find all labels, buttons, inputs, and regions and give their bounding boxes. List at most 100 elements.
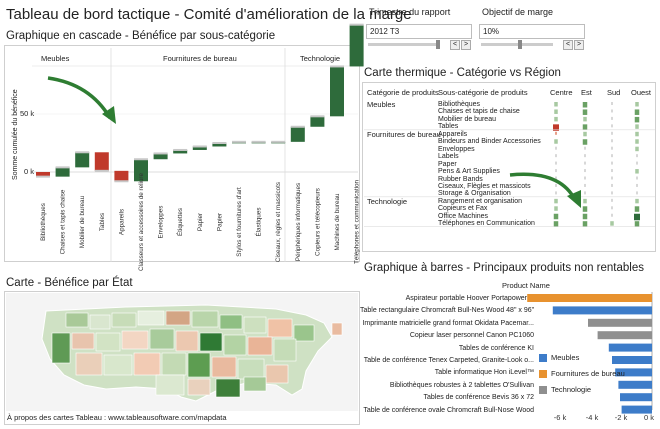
waterfall-ytick-0k: 0 k bbox=[24, 167, 35, 176]
heatmap-cell bbox=[611, 124, 613, 128]
quarter-slider-handle[interactable] bbox=[436, 40, 440, 49]
heatmap-cell bbox=[554, 102, 558, 107]
heatmap-cell bbox=[611, 169, 613, 173]
heatmap-cell bbox=[583, 198, 587, 204]
heatmap-cell bbox=[554, 109, 558, 114]
quarter-slider-track[interactable] bbox=[368, 43, 440, 46]
heatmap-col-ouest: Ouest bbox=[631, 88, 652, 97]
map-state bbox=[293, 324, 315, 342]
heatmap-cell bbox=[636, 191, 638, 195]
heatmap-cell bbox=[636, 154, 638, 158]
margin-next-button[interactable]: > bbox=[574, 40, 584, 50]
heatmap-cell bbox=[583, 131, 587, 137]
heatmap-col-centre: Centre bbox=[550, 88, 573, 97]
quarter-prev-button[interactable]: < bbox=[450, 40, 460, 50]
waterfall-category-label: Appareils bbox=[118, 209, 125, 235]
heatmap-cell bbox=[582, 139, 588, 145]
waterfall-bar bbox=[153, 153, 168, 160]
map-state bbox=[149, 328, 175, 350]
heatmap-cell bbox=[611, 102, 613, 105]
waterfall-bar bbox=[134, 159, 148, 182]
barchart-row-label: Table informatique Hon iLevel™ bbox=[434, 369, 534, 377]
margin-prev-button[interactable]: < bbox=[563, 40, 573, 50]
waterfall-category-label: Étiquettes bbox=[175, 208, 184, 236]
heatmap-cell bbox=[634, 221, 640, 227]
barchart-bar bbox=[552, 306, 652, 315]
us-profit-map[interactable] bbox=[6, 293, 358, 411]
legend-label: Technologie bbox=[551, 385, 592, 394]
margin-slider-handle[interactable] bbox=[518, 40, 522, 49]
quarter-next-button[interactable]: > bbox=[461, 40, 471, 50]
barchart-row-label: Copieur laser personnel Canon PC1060 bbox=[409, 332, 534, 340]
map-footnote[interactable]: À propos des cartes Tableau : www.tablea… bbox=[7, 413, 227, 422]
heatmap-cell bbox=[635, 124, 639, 129]
waterfall-bar bbox=[55, 167, 70, 177]
heatmap-cell bbox=[555, 191, 557, 195]
heatmap-cell bbox=[582, 213, 588, 220]
map-state bbox=[121, 330, 149, 350]
margin-filter-value[interactable]: 10% bbox=[479, 24, 585, 39]
waterfall-category-label: Bibliothèques bbox=[40, 203, 47, 241]
heatmap-cell bbox=[634, 109, 640, 115]
heatmap-cell bbox=[611, 198, 613, 202]
heatmap-cell bbox=[554, 116, 558, 122]
map-state bbox=[191, 310, 219, 328]
heatmap-cell bbox=[582, 206, 588, 212]
map-state bbox=[51, 332, 71, 364]
map-state bbox=[219, 314, 243, 330]
heatmap-subcategory-label: Rangement et organisation bbox=[438, 197, 523, 205]
heatmap-cell bbox=[555, 146, 557, 150]
barchart-row-label: Imprimante matricielle grand format Okid… bbox=[362, 319, 534, 327]
waterfall-cumulative-marker bbox=[36, 175, 50, 178]
map-state bbox=[243, 376, 267, 392]
heatmap-cell bbox=[555, 176, 557, 180]
quarter-filter-value[interactable]: 2012 T3 bbox=[366, 24, 472, 39]
map-state bbox=[137, 310, 165, 326]
waterfall-group-meubles: Meubles bbox=[41, 54, 70, 63]
waterfall-cumulative-marker bbox=[192, 145, 207, 148]
heatmap-cell bbox=[582, 221, 588, 227]
heatmap-cell bbox=[635, 139, 639, 144]
margin-slider-track[interactable] bbox=[481, 43, 553, 46]
heatmap-subcategory-label: Rubber Bands bbox=[438, 175, 483, 183]
heatmap-cell bbox=[611, 191, 613, 195]
heatmap-subcategory-label: Tables bbox=[438, 123, 459, 131]
heatmap-category-label: Fournitures de bureau bbox=[367, 129, 441, 139]
barchart-row-label: Bibliothèques robustes à 2 tablettes O'S… bbox=[389, 381, 534, 389]
waterfall-category-label: Copieurs et télécopieurs bbox=[314, 188, 321, 256]
waterfall-category-label: Classeurs et accessoires de reliure bbox=[138, 173, 145, 271]
map-state bbox=[165, 310, 191, 326]
barchart-bar bbox=[620, 393, 652, 402]
waterfall-cumulative-marker bbox=[114, 180, 129, 183]
heatmap-panel bbox=[362, 82, 656, 252]
heatmap-subcategory-label: Enveloppes bbox=[438, 145, 475, 153]
heatmap-cell bbox=[635, 169, 639, 174]
barchart-xtick-label: -2 k bbox=[615, 413, 628, 422]
waterfall-category-label: Élastiques bbox=[254, 207, 263, 236]
heatmap-cell bbox=[611, 176, 613, 180]
barchart-bar bbox=[621, 405, 652, 414]
map-state bbox=[155, 374, 185, 396]
map-state bbox=[215, 378, 241, 398]
map-state bbox=[89, 314, 111, 330]
map-state bbox=[187, 352, 211, 378]
waterfall-panel bbox=[4, 45, 360, 262]
waterfall-title: Graphique en cascade - Bénéfice par sous… bbox=[6, 30, 276, 42]
barchart-row-label: Aspirateur portable Hoover Portapower™ bbox=[405, 295, 534, 302]
barchart-row-label: Tables de conférence Bevis 36 x 72 bbox=[423, 394, 534, 402]
waterfall-cumulative-marker bbox=[232, 140, 246, 143]
waterfall-bar bbox=[290, 126, 305, 142]
heatmap-cell bbox=[611, 131, 613, 135]
waterfall-bar bbox=[310, 116, 325, 127]
heatmap-cell bbox=[611, 161, 613, 165]
heatmap-cell bbox=[611, 116, 613, 120]
heatmap-cell bbox=[582, 124, 588, 130]
map-state bbox=[265, 364, 289, 384]
map-state bbox=[175, 330, 199, 352]
heatmap-cell bbox=[582, 109, 588, 115]
map-state bbox=[133, 352, 161, 376]
map-state bbox=[111, 312, 137, 328]
waterfall-category-label: Machines de bureau bbox=[334, 193, 341, 251]
heatmap-subcategory-label: Ciseaux, Flègles et massicots bbox=[438, 182, 531, 190]
